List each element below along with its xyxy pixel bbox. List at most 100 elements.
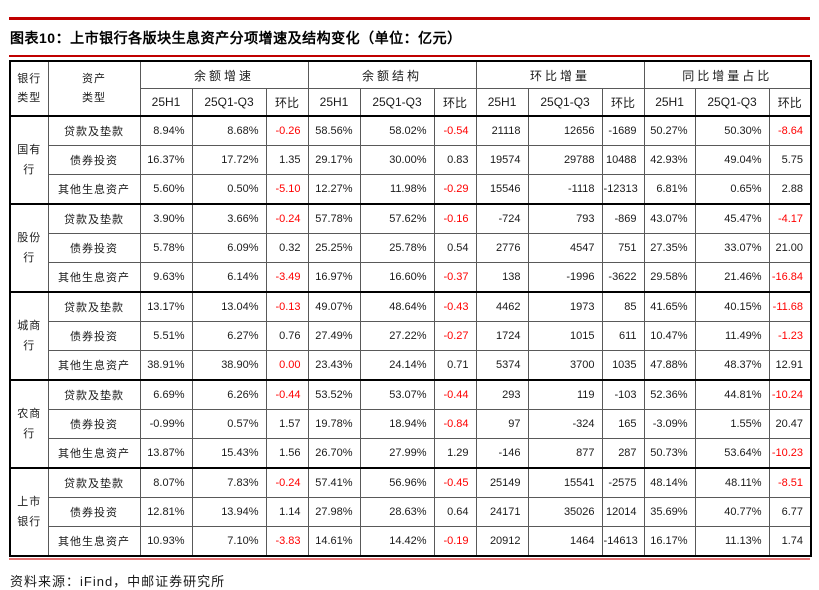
value-cell: 17.72% [191, 145, 267, 175]
value-cell: 138 [475, 262, 529, 293]
value-cell: -3.09% [643, 409, 696, 439]
bank-type-cell: 上市 银行 [9, 467, 49, 557]
asset-type-cell: 债券投资 [47, 145, 141, 175]
value-cell: -0.54 [433, 115, 477, 146]
value-cell: 40.77% [694, 497, 770, 527]
value-cell: 6.81% [643, 174, 696, 205]
value-cell: 25149 [475, 467, 529, 498]
value-cell: 35.69% [643, 497, 696, 527]
bank-type-cell: 股份 行 [9, 203, 49, 293]
value-cell: 57.78% [307, 203, 361, 234]
value-cell: 0.50% [191, 174, 267, 205]
value-cell: -10.23 [768, 438, 812, 469]
value-cell: 15546 [475, 174, 529, 205]
table-row: 国有 行贷款及垫款 8.94% 8.68% -0.26 58.56% 58.02% -0.5… [9, 115, 812, 205]
data-table: 银行 类型 资产 类型 余额增速 余额结构 环比增量 同比增量占比 25H1 2… [9, 60, 813, 557]
value-cell: 15.43% [191, 438, 267, 469]
value-cell: 97 [475, 409, 529, 439]
value-cell: 13.94% [191, 497, 267, 527]
value-cell: -103 [601, 379, 645, 410]
value-cell: 4462 [475, 291, 529, 322]
value-cell: 11.13% [694, 526, 770, 557]
value-cell: 1.35 [265, 145, 309, 175]
value-cell: 49.07% [307, 291, 361, 322]
table-row: 其他生息资产 10.93% 7.10% -3.83 14.61% 14.42% -0.19 2… [10, 526, 812, 557]
value-cell: -8.64 [768, 115, 812, 146]
value-cell: 13.04% [191, 291, 267, 322]
value-cell: 27.22% [359, 321, 435, 351]
value-cell: 6.77 [768, 497, 812, 527]
value-cell: 1464 [527, 526, 603, 557]
value-cell: -2575 [601, 467, 645, 498]
value-cell: 0.65% [694, 174, 770, 205]
value-cell: -869 [601, 203, 645, 234]
value-cell: 25.25% [307, 233, 361, 263]
value-cell: 29.17% [307, 145, 361, 175]
value-cell: 27.98% [307, 497, 361, 527]
value-cell: 27.35% [643, 233, 696, 263]
value-cell: -0.19 [433, 526, 477, 557]
table-row: 其他生息资产 9.63% 6.14% -3.49 16.97% 16.60% -0.37 13… [10, 262, 812, 293]
value-cell: 21.00 [768, 233, 812, 263]
value-cell: 0.64 [433, 497, 477, 527]
table-row: 其他生息资产 38.91% 38.90% 0.00 23.43% 24.14% 0.71 53… [10, 350, 812, 381]
value-cell: 5.51% [139, 321, 193, 351]
asset-type-cell: 其他生息资产 [47, 350, 141, 381]
value-cell: 1.56 [265, 438, 309, 469]
value-cell: 48.14% [643, 467, 696, 498]
value-cell: 611 [601, 321, 645, 351]
value-cell: 24.14% [359, 350, 435, 381]
value-cell: 0.71 [433, 350, 477, 381]
value-cell: 877 [527, 438, 603, 469]
value-cell: 0.76 [265, 321, 309, 351]
corner-header-bank-type: 银行 类型 [9, 60, 49, 117]
group-header-row: 银行 类型 资产 类型 余额增速 余额结构 环比增量 同比增量占比 [9, 60, 812, 117]
sub-header-25q1q3: 25Q1-Q3 [527, 88, 603, 117]
value-cell: 0.57% [191, 409, 267, 439]
value-cell: 6.27% [191, 321, 267, 351]
value-cell: 49.04% [694, 145, 770, 175]
value-cell: 2.88 [768, 174, 812, 205]
asset-type-cell: 贷款及垫款 [47, 467, 141, 498]
top-red-rule [9, 17, 810, 20]
value-cell: -1118 [527, 174, 603, 205]
value-cell: 1.14 [265, 497, 309, 527]
value-cell: 6.26% [191, 379, 267, 410]
value-cell: -0.99% [139, 409, 193, 439]
value-cell: 85 [601, 291, 645, 322]
value-cell: 6.69% [139, 379, 193, 410]
value-cell: 13.17% [139, 291, 193, 322]
asset-type-cell: 债券投资 [47, 321, 141, 351]
value-cell: 16.60% [359, 262, 435, 293]
value-cell: -10.24 [768, 379, 812, 410]
value-cell: -1996 [527, 262, 603, 293]
report-page: 图表10：上市银行各版块生息资产分项增速及结构变化（单位：亿元） 银行 类型 资… [0, 17, 819, 590]
bank-type-cell: 农商 行 [9, 379, 49, 469]
value-cell: -11.68 [768, 291, 812, 322]
sub-header-25h1: 25H1 [139, 88, 193, 117]
sub-header-row: 25H1 25Q1-Q3 环比 25H1 25Q1-Q3 环比 25H1 25Q… [10, 88, 812, 117]
value-cell: -0.45 [433, 467, 477, 498]
value-cell: 48.64% [359, 291, 435, 322]
value-cell: 1.55% [694, 409, 770, 439]
value-cell: 4547 [527, 233, 603, 263]
value-cell: -324 [527, 409, 603, 439]
table-row: 农商 行贷款及垫款 6.69% 6.26% -0.44 53.52% 53.07% -0.4… [9, 379, 812, 469]
bank-type-cell: 城商 行 [9, 291, 49, 381]
value-cell: 11.98% [359, 174, 435, 205]
value-cell: 11.49% [694, 321, 770, 351]
value-cell: 14.61% [307, 526, 361, 557]
value-cell: 1.57 [265, 409, 309, 439]
asset-type-cell: 贷款及垫款 [47, 291, 141, 322]
value-cell: 12014 [601, 497, 645, 527]
value-cell: 50.73% [643, 438, 696, 469]
table-row: 债券投资 12.81% 13.94% 1.14 27.98% 28.63% 0.64 2417… [10, 497, 812, 527]
value-cell: -3622 [601, 262, 645, 293]
value-cell: 5.78% [139, 233, 193, 263]
value-cell: 1.29 [433, 438, 477, 469]
value-cell: 29788 [527, 145, 603, 175]
sub-header-25h1: 25H1 [475, 88, 529, 117]
value-cell: 45.47% [694, 203, 770, 234]
value-cell: -3.83 [265, 526, 309, 557]
value-cell: -0.26 [265, 115, 309, 146]
